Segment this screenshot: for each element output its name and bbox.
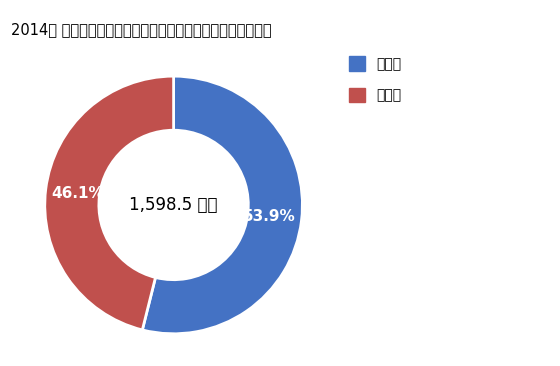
Legend: 卸売業, 小売業: 卸売業, 小売業 <box>343 51 407 108</box>
Wedge shape <box>45 76 174 330</box>
Text: 46.1%: 46.1% <box>52 186 104 201</box>
Text: 53.9%: 53.9% <box>243 209 296 224</box>
Text: 1,598.5 億円: 1,598.5 億円 <box>129 196 218 214</box>
Text: 2014年 商業年間商品販売額にしめる卸売業と小売業のシェア: 2014年 商業年間商品販売額にしめる卸売業と小売業のシェア <box>11 22 272 37</box>
Wedge shape <box>142 76 302 334</box>
